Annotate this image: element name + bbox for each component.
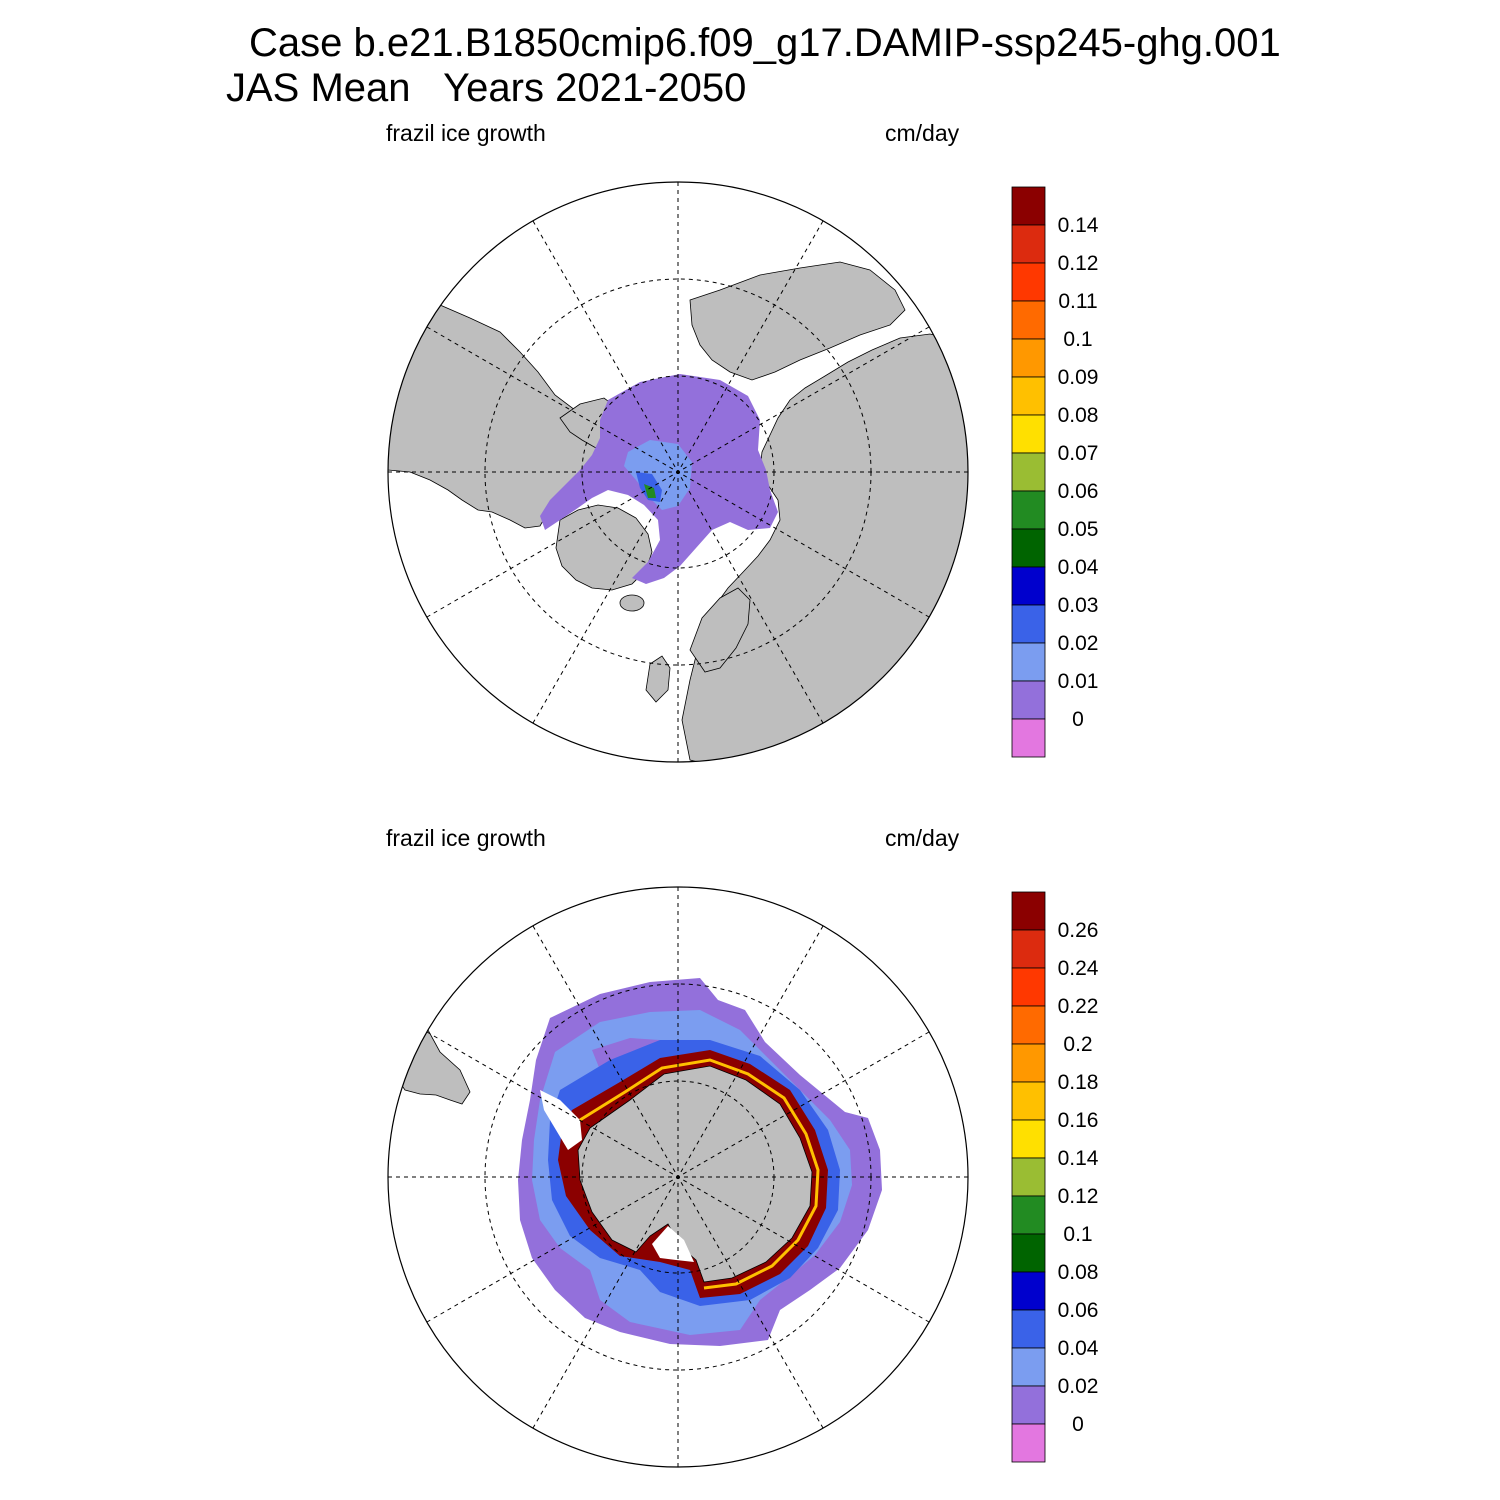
british-isles [645, 655, 671, 703]
colorbar-tick-label: 0.04 [1058, 556, 1099, 579]
arctic-frazil-light-blue [624, 440, 692, 510]
colorbar-tick-label: 0.04 [1058, 1337, 1099, 1360]
colorbar-tick-label: 0.24 [1058, 957, 1099, 980]
colorbar-tick-label: 0.18 [1058, 1071, 1099, 1094]
colorbar-tick-label: 0.02 [1058, 1375, 1099, 1398]
north-panel-units-label: cm/day [885, 120, 960, 146]
colorbar-tick-label: 0.1 [1063, 328, 1092, 351]
colorbar-box [1011, 1233, 1046, 1273]
colorbar-tick-label: 0.08 [1058, 1261, 1099, 1284]
colorbar-tick-label: 0.2 [1063, 1033, 1092, 1056]
colorbar-box [1011, 528, 1046, 568]
south-colorbar: 0 0.02 0.04 0.06 0.08 0.1 0.12 0.14 0.16 0.18 0.2 0… [1011, 891, 1099, 1463]
arctic-frazil-green [644, 484, 656, 498]
colorbar-box [1011, 1043, 1046, 1083]
colorbar-box [1011, 452, 1046, 492]
south-polar-map [387, 886, 969, 1468]
colorbar-tick-label: 0.06 [1058, 480, 1099, 503]
colorbar-box [1011, 1157, 1046, 1197]
colorbar-tick-label: 0.12 [1058, 1185, 1099, 1208]
colorbar-box [1011, 1271, 1046, 1311]
colorbar-box [1011, 262, 1046, 302]
colorbar-box [1011, 680, 1046, 720]
colorbar-box [1011, 490, 1046, 530]
colorbar-tick-label: 0.03 [1058, 594, 1099, 617]
north-panel-variable-label: frazil ice growth [386, 120, 546, 146]
south-graticule [388, 887, 968, 1467]
figure-title-line2: JAS Mean Years 2021-2050 [226, 66, 747, 110]
north-polar-map [387, 181, 969, 763]
colorbar-tick-label: 0 [1072, 1413, 1084, 1436]
colorbar-box [1011, 1385, 1046, 1425]
antarctica-landmass [577, 1065, 813, 1283]
south-panel-variable-label: frazil ice growth [386, 825, 546, 851]
colorbar-tick-label: 0.01 [1058, 670, 1099, 693]
colorbar-tick-label: 0.14 [1058, 1147, 1099, 1170]
south-map-frame [387, 886, 969, 1468]
colorbar-tick-label: 0.12 [1058, 252, 1099, 275]
colorbar-tick-label: 0.26 [1058, 919, 1099, 942]
colorbar-tick-label: 0 [1072, 708, 1084, 731]
colorbar-box [1011, 1005, 1046, 1045]
colorbar-tick-label: 0.08 [1058, 404, 1099, 427]
north-colorbar: 0 0.01 0.02 0.03 0.04 0.05 0.06 0.07 0.08 0.09 0.1… [1011, 186, 1099, 758]
colorbar-box [1011, 929, 1046, 969]
colorbar-box [1011, 967, 1046, 1007]
colorbar-box [1011, 224, 1046, 264]
colorbar-tick-label: 0.07 [1058, 442, 1099, 465]
colorbar-tick-label: 0.14 [1058, 214, 1099, 237]
colorbar-box [1011, 414, 1046, 454]
colorbar-tick-label: 0.11 [1058, 290, 1097, 313]
colorbar-box [1011, 1423, 1046, 1463]
colorbar-box [1011, 376, 1046, 416]
colorbar-box [1011, 718, 1046, 758]
north-map-frame [387, 181, 969, 763]
colorbar-box [1011, 891, 1046, 931]
colorbar-tick-label: 0.09 [1058, 366, 1099, 389]
colorbar-tick-label: 0.05 [1058, 518, 1099, 541]
colorbar-box [1011, 1119, 1046, 1159]
colorbar-box [1011, 1309, 1046, 1349]
colorbar-box [1011, 604, 1046, 644]
colorbar-tick-label: 0.16 [1058, 1109, 1099, 1132]
south-panel-units-label: cm/day [885, 825, 960, 851]
colorbar-box [1011, 186, 1046, 226]
weddell-ice-shelf [652, 1226, 694, 1262]
scandinavia-landmass [689, 587, 751, 673]
colorbar-box [1011, 1081, 1046, 1121]
colorbar-box [1011, 300, 1046, 340]
antarctic-coastal-frazil-yellow [579, 1058, 820, 1290]
north-graticule [388, 182, 968, 762]
ross-ice-shelf [540, 1090, 582, 1150]
colorbar-box [1011, 1195, 1046, 1235]
colorbar-tick-label: 0.22 [1058, 995, 1099, 1018]
iceland [619, 594, 645, 612]
colorbar-box [1011, 642, 1046, 682]
colorbar-tick-label: 0.1 [1063, 1223, 1092, 1246]
colorbar-box [1011, 338, 1046, 378]
colorbar-tick-label: 0.06 [1058, 1299, 1099, 1322]
colorbar-box [1011, 566, 1046, 606]
colorbar-box [1011, 1347, 1046, 1387]
colorbar-tick-label: 0.02 [1058, 632, 1099, 655]
figure-title-line1: Case b.e21.B1850cmip6.f09_g17.DAMIP-ssp2… [249, 21, 1281, 65]
siberia-landmass [689, 261, 906, 381]
